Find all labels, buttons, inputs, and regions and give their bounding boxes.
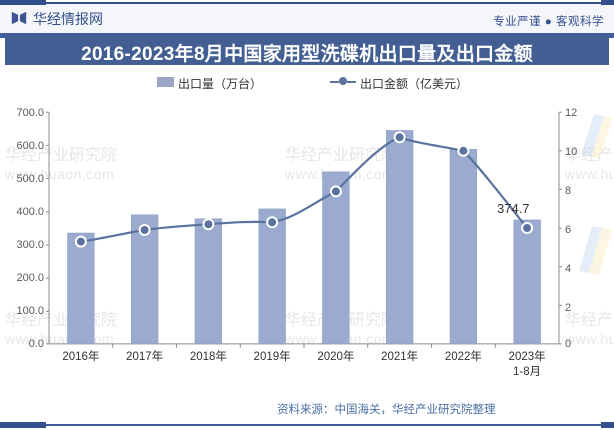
- svg-text:0.0: 0.0: [29, 338, 44, 350]
- svg-text:600.0: 600.0: [16, 140, 44, 152]
- svg-text:1-8月: 1-8月: [513, 366, 541, 378]
- svg-text:0: 0: [565, 338, 571, 350]
- svg-text:4: 4: [565, 263, 571, 275]
- svg-text:200.0: 200.0: [16, 272, 44, 284]
- svg-text:8: 8: [565, 185, 571, 197]
- svg-text:2016年: 2016年: [62, 349, 99, 363]
- svg-text:374.7: 374.7: [497, 201, 530, 216]
- svg-text:2021年: 2021年: [381, 349, 418, 363]
- svg-text:2: 2: [565, 302, 571, 314]
- svg-text:2023年: 2023年: [509, 349, 546, 363]
- svg-text:12: 12: [565, 107, 577, 119]
- svg-text:2019年: 2019年: [254, 349, 291, 363]
- svg-text:2017年: 2017年: [126, 349, 163, 363]
- svg-text:10: 10: [565, 146, 577, 158]
- svg-text:100.0: 100.0: [16, 305, 44, 317]
- svg-text:2020年: 2020年: [317, 349, 354, 363]
- svg-text:700.0: 700.0: [16, 107, 44, 119]
- svg-text:300.0: 300.0: [16, 239, 44, 251]
- svg-text:2018年: 2018年: [190, 349, 227, 363]
- svg-text:400.0: 400.0: [16, 206, 44, 218]
- svg-text:500.0: 500.0: [16, 173, 44, 185]
- svg-text:2022年: 2022年: [445, 349, 482, 363]
- svg-text:6: 6: [565, 224, 571, 236]
